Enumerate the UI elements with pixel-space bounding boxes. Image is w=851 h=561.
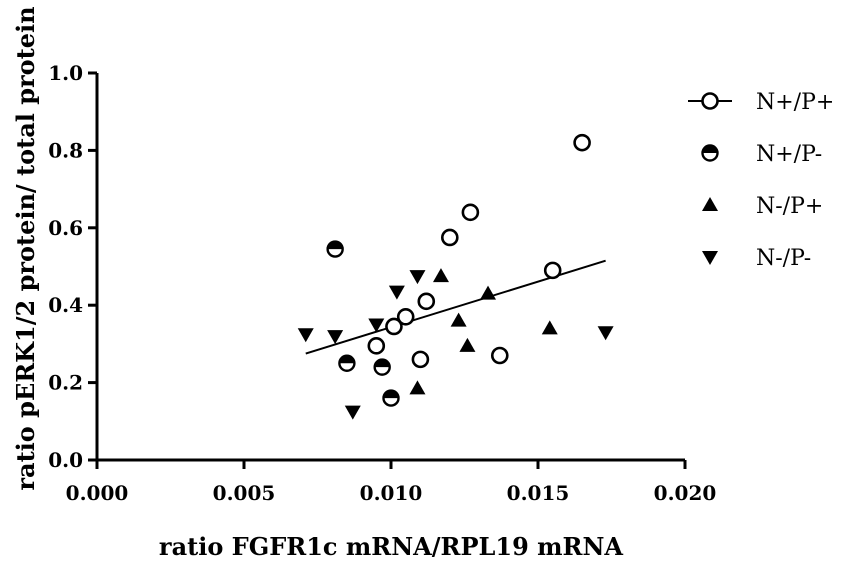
legend-item: N-/P+ [702,194,823,219]
legend-marker [702,251,718,265]
legend-label: N-/P- [756,246,811,271]
data-point [396,308,415,326]
open-circle-marker [417,292,436,311]
data-point [326,240,344,258]
data-point [368,318,385,333]
data-point [409,270,426,285]
x-tick-label: 0.015 [507,481,570,505]
open-circle-marker [385,317,403,336]
open-circle-marker [411,350,430,369]
legend-marker [701,92,719,110]
triangle-down-marker [344,405,361,420]
axes: 0.0 0.2 0.4 0.6 0.8 1.0 0.000 0.005 0.010 0.015 0.… [48,61,716,505]
data-point [543,261,562,280]
x-tick-label: 0.005 [213,481,276,505]
data-point [327,330,344,345]
triangle-up-marker [450,312,467,327]
legend-label: N+/P- [756,142,822,167]
data-point [373,358,391,376]
legend-label: N+/P+ [756,90,834,115]
y-tick-label: 0.2 [48,371,83,395]
open-circle-marker [701,92,719,110]
legend-item: N+/P+ [688,90,834,115]
data-point [382,389,400,407]
legend-item: N+/P- [701,142,822,167]
legend-item: N-/P- [702,246,811,271]
triangle-up-marker [480,285,497,300]
open-circle-marker [440,228,459,247]
data-point [541,320,558,335]
data-point [367,337,386,355]
y-tick-label: 0.8 [48,138,83,162]
open-circle-marker [461,203,480,222]
triangle-up-marker [702,197,718,211]
triangle-down-marker [597,326,614,341]
data-point [432,268,449,283]
y-tick-label: 0.4 [48,293,83,317]
data-point [459,337,476,352]
data-point [597,326,614,341]
data-point [411,350,430,369]
x-tick-label: 0.020 [654,481,717,505]
data-point [461,203,480,222]
half-circle-fill [383,390,399,399]
legend-marker [702,197,718,211]
data-point [480,285,497,300]
plot-area [297,133,614,420]
legend-marker [701,144,719,162]
half-circle-fill [702,145,718,153]
open-circle-marker [490,346,509,365]
data-point [338,354,356,372]
triangle-up-marker [541,320,558,335]
x-tick-label: 0.000 [66,481,129,505]
open-circle-marker [573,133,591,152]
data-point [573,133,591,152]
legend: N+/P+ N+/P- N-/P+ N-/P- [688,90,834,271]
data-point [297,328,314,343]
half-circle-fill [327,241,343,250]
half-circle-fill [339,355,355,364]
triangle-down-marker [368,318,385,333]
half-circle-fill [374,359,390,368]
triangle-up-marker [459,337,476,352]
data-point [450,312,467,327]
triangle-down-marker [702,251,718,265]
data-point [388,285,405,300]
data-point [385,317,403,336]
triangle-down-marker [297,328,314,343]
open-circle-marker [543,261,562,280]
data-point [440,228,459,247]
data-point [344,405,361,420]
y-tick-label: 0.6 [48,216,83,240]
triangle-down-marker [409,270,426,285]
data-point [417,292,436,311]
regression-line [305,259,606,355]
data-point [409,380,426,395]
triangle-up-marker [409,380,426,395]
open-circle-marker [396,308,415,326]
triangle-up-marker [432,268,449,283]
y-tick-label: 0.0 [48,448,83,472]
open-circle-marker [367,337,386,355]
legend-label: N-/P+ [756,194,823,219]
x-axis-title: ratio FGFR1c mRNA/RPL19 mRNA [159,532,624,561]
x-tick-label: 0.010 [360,481,423,505]
triangle-down-marker [327,330,344,345]
y-axis-title: ratio pERK1/2 protein/ total protein [11,6,40,490]
y-tick-label: 1.0 [48,61,83,85]
triangle-down-marker [388,285,405,300]
data-point [490,346,509,365]
